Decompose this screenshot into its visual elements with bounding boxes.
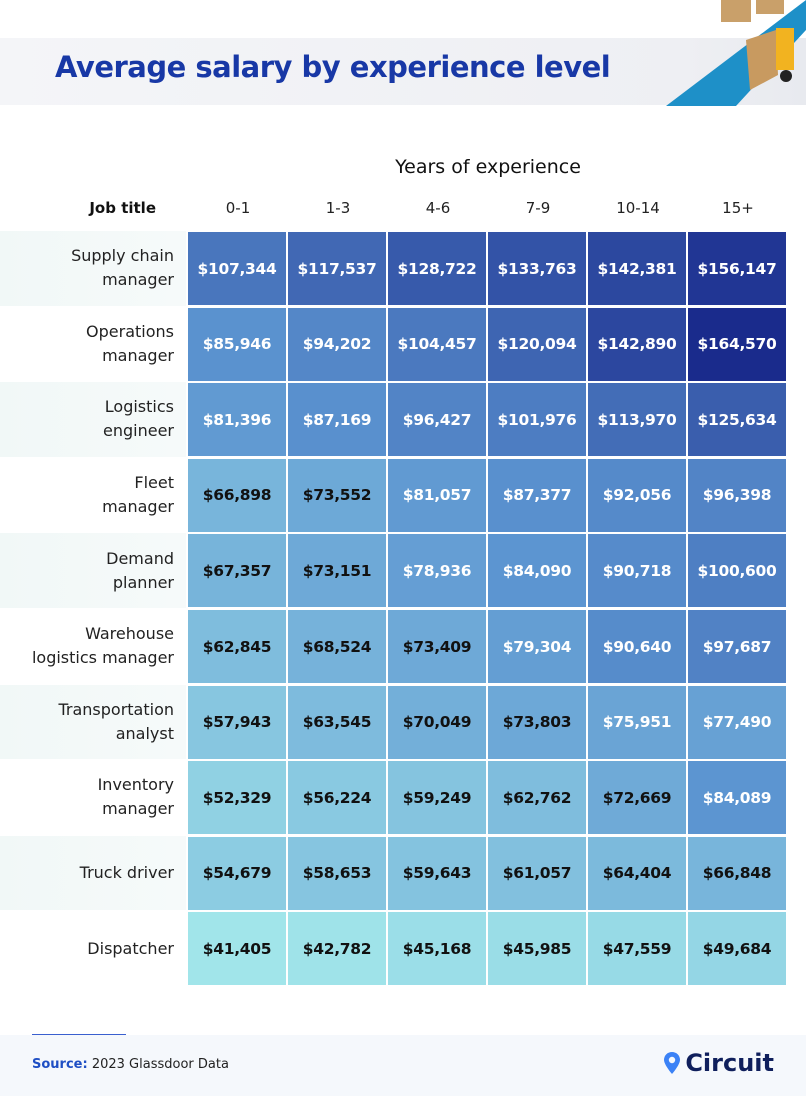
heatmap-cell: $125,634 (688, 383, 786, 457)
heatmap-cell: $75,951 (588, 685, 686, 759)
heatmap-cell: $96,398 (688, 458, 786, 532)
heatmap-cell: $117,537 (288, 232, 386, 306)
heatmap-cell: $97,687 (688, 610, 786, 684)
heatmap-cell: $67,357 (188, 534, 286, 608)
row-label: Operations manager (86, 321, 174, 365)
row-label: Warehouse logistics manager (31, 624, 174, 668)
heatmap-cell: $59,249 (388, 761, 486, 835)
heatmap-cell: $79,304 (488, 610, 586, 684)
column-header: 0-1 (225, 199, 251, 217)
heatmap-cell: $156,147 (688, 232, 786, 306)
source-label: Source: (32, 1057, 88, 1072)
row-label: Logistics engineer (0, 382, 186, 457)
source-note: Source: 2023 Glassdoor Data (32, 1057, 229, 1072)
heatmap-cell: $92,056 (588, 458, 686, 532)
page-title: Average salary by experience level (55, 50, 611, 84)
heatmap-cell: $128,722 (388, 232, 486, 306)
heatmap-cell: $94,202 (288, 307, 386, 381)
column-header: 7-9 (525, 199, 551, 217)
column-header: 15+ (722, 199, 754, 217)
heatmap-cell: $81,057 (388, 458, 486, 532)
column-header: 1-3 (325, 199, 351, 217)
row-label: Fleet manager (102, 473, 174, 517)
row-label: Inventory manager (97, 775, 174, 819)
brand-name: Circuit (685, 1049, 774, 1077)
heatmap-cell: $68,524 (288, 610, 386, 684)
heatmap-cell: $52,329 (188, 761, 286, 835)
heatmap-cell: $107,344 (188, 232, 286, 306)
heatmap-cell: $66,898 (188, 458, 286, 532)
heatmap-cell: $100,600 (688, 534, 786, 608)
y-axis-title: Job title (89, 199, 156, 217)
heatmap-cell: $72,669 (588, 761, 686, 835)
heatmap-cell: $87,377 (488, 458, 586, 532)
heatmap-cell: $64,404 (588, 836, 686, 910)
heatmap-cell: $58,653 (288, 836, 386, 910)
heatmap-cell: $49,684 (688, 912, 786, 986)
heatmap-cell: $45,985 (488, 912, 586, 986)
heatmap-cell: $104,457 (388, 307, 486, 381)
heatmap-cell: $73,409 (388, 610, 486, 684)
heatmap-cell: $61,057 (488, 836, 586, 910)
heatmap-cell: $84,090 (488, 534, 586, 608)
heatmap-cell: $73,552 (288, 458, 386, 532)
heatmap-cell: $96,427 (388, 383, 486, 457)
circuit-logo: Circuit (663, 1049, 774, 1077)
source-text: 2023 Glassdoor Data (91, 1057, 229, 1072)
heatmap-cell: $42,782 (288, 912, 386, 986)
row-label: Transportation analyst (0, 684, 186, 760)
heatmap-cell: $164,570 (688, 307, 786, 381)
heatmap-cell: $87,169 (288, 383, 386, 457)
heatmap-cell: $113,970 (588, 383, 686, 457)
heatmap-cell: $45,168 (388, 912, 486, 986)
heatmap-cell: $101,976 (488, 383, 586, 457)
heatmap-cell: $78,936 (388, 534, 486, 608)
heatmap-cell: $84,089 (688, 761, 786, 835)
heatmap-cell: $47,559 (588, 912, 686, 986)
heatmap-cell: $90,718 (588, 534, 686, 608)
heatmap-cell: $120,094 (488, 307, 586, 381)
heatmap-cell: $54,679 (188, 836, 286, 910)
heatmap-cell: $59,643 (388, 836, 486, 910)
heatmap-cell: $73,151 (288, 534, 386, 608)
title-band (0, 38, 806, 105)
heatmap-cell: $41,405 (188, 912, 286, 986)
heatmap-cell: $142,890 (588, 307, 686, 381)
heatmap-cell: $77,490 (688, 685, 786, 759)
heatmap-cell: $62,845 (188, 610, 286, 684)
heatmap-cell: $90,640 (588, 610, 686, 684)
column-header: 10-14 (616, 199, 660, 217)
heatmap-cell: $142,381 (588, 232, 686, 306)
row-label: Supply chain manager (0, 231, 186, 306)
column-header: 4-6 (425, 199, 451, 217)
heatmap-cell: $62,762 (488, 761, 586, 835)
heatmap-cell: $70,049 (388, 685, 486, 759)
heatmap-cell: $81,396 (188, 383, 286, 457)
heatmap-cell: $57,943 (188, 685, 286, 759)
x-axis-title: Years of experience (395, 156, 581, 178)
row-label: Demand planner (0, 533, 186, 608)
row-label: Truck driver (0, 835, 186, 911)
heatmap-cell: $56,224 (288, 761, 386, 835)
location-pin-icon (664, 1052, 681, 1074)
heatmap-cell: $66,848 (688, 836, 786, 910)
heatmap-cell: $85,946 (188, 307, 286, 381)
heatmap-cell: $73,803 (488, 685, 586, 759)
heatmap-cell: $133,763 (488, 232, 586, 306)
forklift-boxes-illustration (666, 0, 806, 106)
row-label: Dispatcher (87, 938, 174, 958)
heatmap-cell: $63,545 (288, 685, 386, 759)
